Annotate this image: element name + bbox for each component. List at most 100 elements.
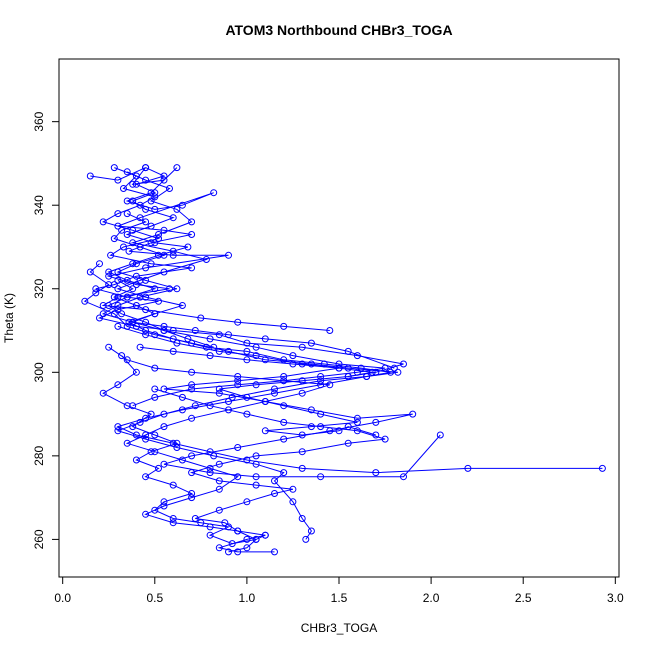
series-line: [117, 325, 441, 478]
data-point: [132, 180, 140, 188]
data-point: [160, 410, 168, 418]
data-point: [142, 331, 150, 339]
data-point: [151, 239, 159, 247]
data-point: [142, 435, 150, 443]
data-point: [173, 285, 181, 293]
y-axis-label: Theta (K): [2, 293, 16, 343]
data-point: [147, 410, 155, 418]
data-point: [173, 164, 181, 172]
data-point: [129, 285, 137, 293]
data-point: [307, 339, 315, 347]
data-point: [118, 352, 126, 360]
data-point: [280, 322, 288, 330]
data-point: [271, 389, 278, 397]
data-point: [289, 352, 297, 360]
x-tick-label: 2.0: [423, 591, 440, 605]
data-point: [394, 368, 402, 376]
data-point: [252, 473, 260, 481]
data-point: [307, 406, 315, 414]
data-point: [215, 331, 223, 339]
data-point: [166, 285, 173, 293]
data-point: [215, 485, 223, 493]
data-point: [107, 251, 115, 259]
data-point: [243, 498, 251, 506]
data-point: [598, 464, 606, 472]
data-point: [271, 477, 278, 485]
data-point: [105, 302, 113, 309]
data-point: [96, 314, 103, 322]
data-point: [243, 535, 251, 543]
data-point: [136, 201, 144, 209]
data-point: [215, 389, 223, 397]
data-point: [188, 452, 196, 460]
data-point: [92, 285, 100, 293]
data-point: [129, 226, 137, 234]
data-point: [142, 218, 150, 226]
data-point: [178, 302, 186, 309]
data-point: [228, 540, 236, 548]
data-point: [202, 343, 210, 351]
data-point: [234, 444, 242, 451]
data-point: [132, 172, 140, 180]
data-point: [188, 381, 196, 389]
data-point: [280, 402, 288, 410]
data-point: [280, 435, 288, 443]
data-point: [123, 439, 131, 447]
data-point: [261, 398, 269, 405]
data-point: [173, 205, 181, 213]
data-point: [92, 289, 100, 297]
data-point: [184, 243, 192, 251]
data-point: [129, 197, 137, 205]
data-point: [142, 414, 150, 422]
data-point: [105, 272, 113, 280]
y-axis: 260 280 300 320 340 360: [32, 111, 60, 549]
data-point: [105, 281, 113, 289]
data-point: [147, 197, 155, 205]
data-point: [188, 469, 196, 477]
x-tick-label: 1.0: [239, 591, 256, 605]
data-point: [280, 469, 288, 477]
data-point: [160, 172, 168, 180]
data-point: [123, 356, 131, 364]
y-tick-label: 360: [32, 111, 46, 131]
data-point: [225, 347, 232, 355]
data-point: [188, 218, 196, 226]
data-point: [234, 548, 242, 556]
data-point: [261, 335, 269, 343]
data-point: [123, 276, 131, 284]
data-point: [142, 318, 150, 326]
x-axis-label: CHBr3_TOGA: [301, 621, 377, 635]
series-line: [108, 346, 330, 553]
data-point: [206, 531, 214, 539]
data-point: [120, 185, 127, 192]
data-point: [151, 393, 159, 401]
x-tick-label: 0.0: [54, 591, 71, 605]
data-point: [142, 327, 150, 334]
data-point: [96, 260, 103, 268]
data-point: [280, 373, 288, 380]
data-point: [151, 189, 159, 197]
data-point: [252, 460, 260, 468]
data-point: [215, 385, 223, 393]
series-8: [110, 276, 395, 543]
data-point: [289, 485, 297, 493]
data-point: [142, 264, 150, 272]
data-point: [142, 164, 150, 172]
data-point: [363, 373, 371, 380]
data-point: [436, 431, 444, 439]
data-point: [188, 414, 196, 422]
data-point: [142, 176, 150, 184]
data-point: [225, 331, 232, 339]
data-point: [344, 373, 352, 380]
data-point: [271, 548, 278, 556]
data-point: [280, 356, 288, 364]
data-point: [210, 452, 218, 460]
data-point: [142, 510, 150, 518]
data-point: [160, 176, 168, 184]
data-point: [243, 456, 251, 464]
data-point: [178, 201, 186, 209]
series-11: [151, 385, 389, 556]
data-point: [252, 481, 260, 489]
data-point: [307, 360, 315, 368]
data-point: [169, 214, 177, 222]
